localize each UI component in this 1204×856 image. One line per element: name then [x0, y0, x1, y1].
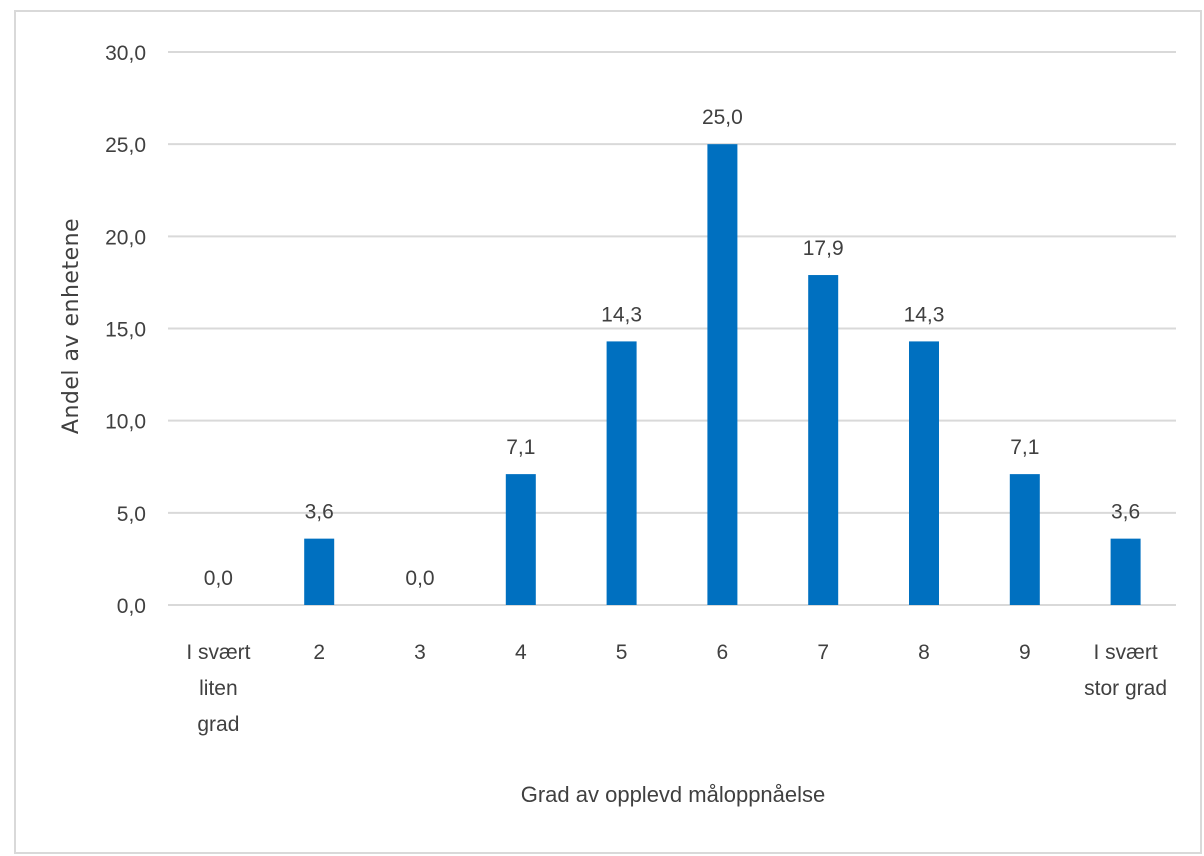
- x-axis-title: Grad av opplevd måloppnåelse: [521, 782, 826, 807]
- x-tick-label: grad: [197, 713, 239, 736]
- bar: [909, 341, 939, 605]
- x-tick-label: stor grad: [1084, 677, 1167, 700]
- bar: [1009, 474, 1040, 605]
- x-tick-label: liten: [199, 677, 238, 700]
- bar: [707, 144, 738, 605]
- data-label: 14,3: [904, 303, 945, 326]
- x-tick-label: 7: [817, 641, 829, 664]
- bar: [304, 538, 335, 605]
- x-tick-label: 5: [616, 641, 628, 664]
- data-label: 25,0: [702, 106, 743, 129]
- bar: [606, 341, 637, 605]
- y-tick-label: 20,0: [105, 226, 146, 249]
- data-label: 3,6: [305, 501, 334, 524]
- y-tick-label: 25,0: [105, 134, 146, 157]
- y-tick-label: 0,0: [117, 595, 146, 618]
- y-tick-label: 15,0: [105, 319, 146, 342]
- x-tick-label: 9: [1019, 641, 1031, 664]
- bar: [505, 474, 536, 605]
- x-tick-label: 6: [717, 641, 729, 664]
- y-axis-ticks: 0,0 5,0 10,0 15,0 20,0 25,0 30,0: [105, 42, 146, 618]
- bars: [304, 144, 1141, 605]
- x-tick-label: 3: [414, 641, 426, 664]
- data-label: 3,6: [1111, 501, 1140, 524]
- data-label: 7,1: [506, 436, 535, 459]
- gridlines: [168, 51, 1176, 606]
- y-tick-label: 5,0: [117, 503, 146, 526]
- bar: [1110, 538, 1141, 605]
- x-tick-label: 2: [313, 641, 325, 664]
- x-tick-label: I svært: [186, 641, 250, 664]
- y-tick-label: 30,0: [105, 42, 146, 65]
- data-label: 14,3: [601, 303, 642, 326]
- data-label: 0,0: [405, 567, 434, 590]
- data-label: 7,1: [1010, 436, 1039, 459]
- bar: [808, 275, 839, 605]
- data-label: 17,9: [803, 237, 844, 260]
- y-tick-label: 10,0: [105, 411, 146, 434]
- data-label: 0,0: [204, 567, 233, 590]
- x-tick-label: I svært: [1094, 641, 1158, 664]
- x-tick-label: 8: [918, 641, 930, 664]
- x-axis-ticks: I svært liten grad 2 3 4 5 6 7 8 9 I svært stor grad: [186, 641, 1167, 736]
- x-tick-label: 4: [515, 641, 527, 664]
- data-labels: 0,0 3,6 0,0 7,1 14,3 25,0 17,9 14,3 7,1 3,6: [204, 106, 1140, 590]
- y-axis-title: Andel av enhetene: [59, 218, 84, 434]
